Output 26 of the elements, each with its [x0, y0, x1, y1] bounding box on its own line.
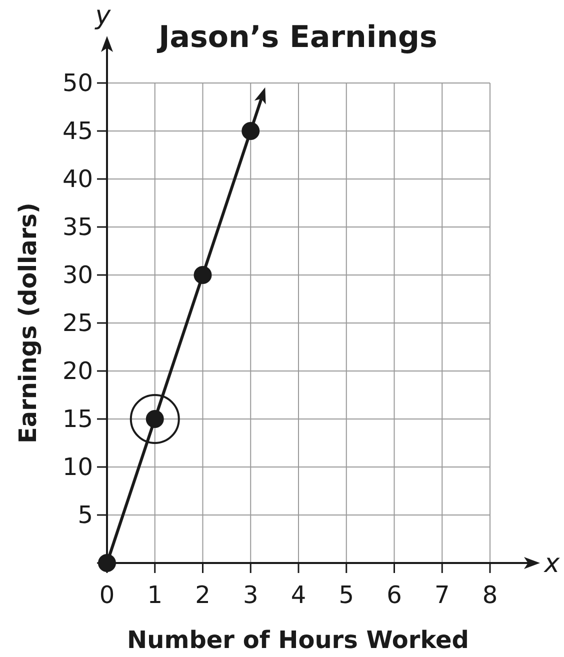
x-tick-label: 4	[290, 581, 306, 609]
x-tick-label: 3	[242, 581, 258, 609]
y-tick-label: 20	[62, 357, 93, 385]
text: y	[94, 1, 112, 31]
y-tick-label: 5	[78, 501, 93, 529]
point	[194, 266, 212, 284]
y-tick-label: 30	[62, 261, 93, 289]
y-tick-label: 45	[62, 117, 93, 145]
x-tick-label: 8	[482, 581, 498, 609]
chart-title: Jason’s Earnings	[156, 20, 438, 55]
x-tick-label: 7	[434, 581, 450, 609]
x-tick-label: 5	[338, 581, 354, 609]
point	[242, 122, 260, 140]
y-tick-label: 35	[62, 213, 93, 241]
x-tick-label: 2	[195, 581, 210, 609]
x-tick-label: 1	[147, 581, 163, 609]
y-tick-label: 25	[62, 309, 93, 337]
y-tick-label: 40	[62, 165, 93, 193]
y-tick-label: 10	[62, 453, 93, 481]
y-tick-label: 15	[62, 405, 93, 433]
text: x	[543, 549, 560, 579]
x-tick-label: 0	[99, 581, 115, 609]
y-axis-title: Earnings (dollars)	[14, 202, 42, 444]
x-tick-label: 6	[386, 581, 402, 609]
y-tick-label: 50	[62, 69, 93, 97]
x-axis-title: Number of Hours Worked	[127, 626, 469, 654]
